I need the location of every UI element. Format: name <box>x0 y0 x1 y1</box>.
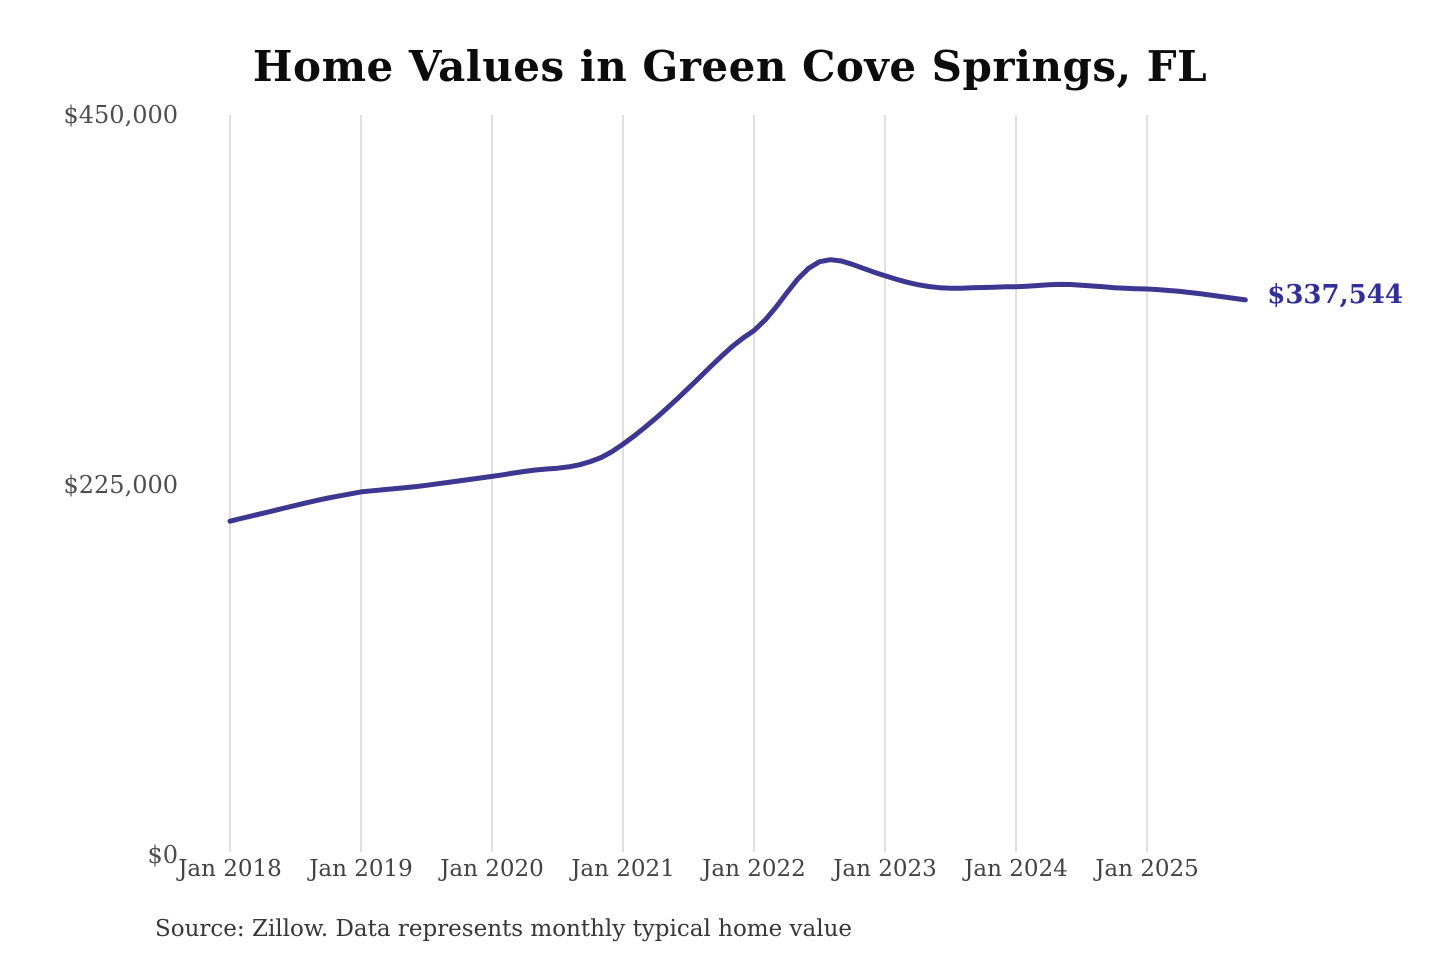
latest-value-label: $337,544 <box>1267 279 1403 310</box>
x-axis-tick-label: Jan 2025 <box>1095 856 1199 882</box>
y-axis-tick-label: $450,000 <box>63 101 178 129</box>
x-axis-tick-label: Jan 2023 <box>833 856 937 882</box>
x-axis-tick-label: Jan 2021 <box>571 856 675 882</box>
gridlines-group <box>229 115 1148 852</box>
x-axis-tick-label: Jan 2018 <box>178 856 282 882</box>
x-axis-tick-label: Jan 2022 <box>702 856 806 882</box>
x-axis-tick-label: Jan 2019 <box>309 856 413 882</box>
y-axis-tick-label: $225,000 <box>63 471 178 499</box>
x-axis-tick-label: Jan 2024 <box>964 856 1068 882</box>
chart-title: Home Values in Green Cove Springs, FL <box>252 42 1208 91</box>
home-value-line <box>227 257 1248 524</box>
x-axis-tick-label: Jan 2020 <box>440 856 544 882</box>
source-note: Source: Zillow. Data represents monthly … <box>155 916 853 942</box>
y-axis-tick-label: $0 <box>147 841 178 869</box>
